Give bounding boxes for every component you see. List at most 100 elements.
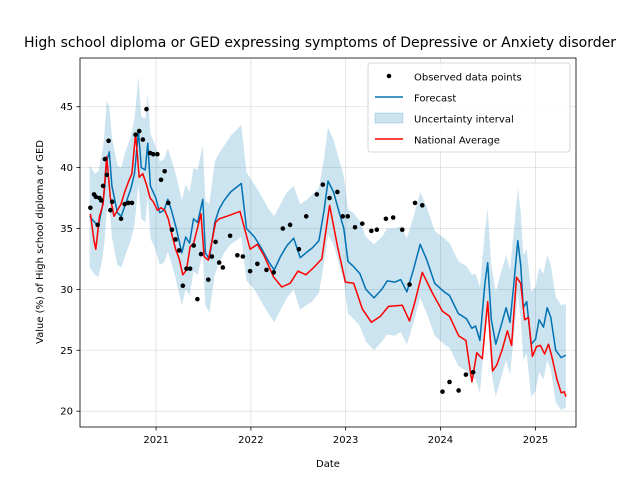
- observed-point: [456, 388, 461, 393]
- x-axis-label: Date: [316, 459, 340, 470]
- plot-frame: [79, 57, 577, 428]
- observed-point: [122, 201, 127, 207]
- observed-point: [144, 106, 149, 112]
- observed-point: [271, 270, 277, 275]
- observed-point: [374, 227, 380, 233]
- observed-point: [109, 199, 115, 205]
- observed-point: [327, 195, 332, 201]
- observed-point: [345, 214, 351, 219]
- legend-swatch-observed: [386, 73, 392, 79]
- x-tick-label: 2024: [428, 435, 453, 446]
- observed-point: [213, 239, 218, 245]
- observed-point: [187, 266, 193, 271]
- legend-entry-national-average: National Average: [414, 136, 500, 147]
- observed-point: [399, 227, 405, 233]
- observed-point: [93, 194, 99, 200]
- legend-entry-observed: Observed data points: [414, 73, 522, 84]
- observed-point: [240, 254, 246, 259]
- observed-point: [155, 151, 160, 157]
- observed-point: [180, 283, 186, 289]
- observed-point: [195, 296, 200, 302]
- y-tick-label: 25: [60, 346, 73, 357]
- observed-point: [247, 268, 253, 274]
- observed-point: [412, 200, 418, 206]
- series-lines: [89, 130, 567, 397]
- observed-points: [88, 106, 476, 394]
- chart-title: High school diploma or GED expressing sy…: [24, 35, 616, 51]
- y-tick-label: 20: [60, 407, 73, 418]
- y-tick-label: 30: [60, 285, 73, 296]
- y-tick-label: 40: [60, 163, 73, 174]
- observed-point: [126, 200, 131, 206]
- observed-point: [106, 138, 111, 144]
- observed-point: [340, 214, 346, 219]
- observed-point: [216, 260, 222, 265]
- x-tick-label: 2022: [238, 435, 263, 446]
- uncertainty-interval-area: [89, 76, 566, 411]
- observed-point: [407, 282, 412, 287]
- observed-point: [264, 267, 269, 273]
- observed-point: [102, 156, 108, 162]
- observed-point: [205, 277, 211, 282]
- legend-entry-uncertainty: Uncertainty interval: [414, 115, 514, 126]
- observed-point: [335, 189, 340, 195]
- observed-point: [88, 205, 93, 211]
- legend-entry-forecast: Forecast: [414, 94, 456, 105]
- observed-point: [176, 248, 182, 253]
- observed-point: [220, 265, 226, 270]
- observed-point: [287, 222, 293, 228]
- observed-point: [296, 246, 302, 252]
- observed-point: [235, 252, 240, 258]
- uncertainty-band: [89, 76, 566, 411]
- observed-point: [165, 200, 171, 206]
- observed-point: [140, 137, 146, 142]
- observed-point: [390, 215, 396, 220]
- observed-point: [108, 207, 113, 213]
- observed-point: [150, 151, 156, 157]
- observed-point: [104, 172, 110, 178]
- observed-point: [369, 228, 374, 234]
- observed-point: [320, 182, 326, 187]
- legend-box: [367, 62, 571, 153]
- observed-point: [118, 216, 124, 222]
- observed-point: [209, 254, 215, 259]
- observed-point: [136, 128, 142, 134]
- observed-point: [447, 379, 452, 385]
- observed-point: [173, 237, 178, 242]
- observed-point: [133, 132, 138, 138]
- y-axis-ticks: 20 25 30 35 40 45: [60, 102, 80, 418]
- observed-point: [463, 372, 469, 377]
- forecast-line: [89, 130, 567, 359]
- observed-point: [129, 200, 135, 206]
- observed-point: [470, 369, 476, 375]
- observed-point: [280, 226, 286, 231]
- observed-point: [383, 216, 389, 222]
- observed-point: [100, 183, 106, 189]
- observed-point: [169, 227, 175, 233]
- x-axis-ticks: 2021 2022 2023 2024 2025: [143, 427, 548, 446]
- y-axis-label: Value (%) of High school diploma or GED: [35, 140, 46, 344]
- observed-point: [440, 389, 445, 394]
- observed-point: [352, 224, 358, 230]
- observed-point: [314, 192, 320, 197]
- x-tick-label: 2023: [333, 435, 358, 446]
- observed-point: [98, 198, 104, 203]
- x-tick-label: 2021: [143, 435, 168, 446]
- observed-point: [95, 222, 100, 228]
- observed-point: [162, 168, 167, 174]
- observed-point: [419, 203, 425, 208]
- observed-point: [359, 221, 365, 226]
- observed-point: [227, 233, 233, 239]
- observed-point: [303, 214, 309, 219]
- observed-point: [255, 261, 260, 267]
- y-tick-label: 45: [60, 102, 73, 113]
- national-average-line: [89, 132, 567, 397]
- y-tick-label: 35: [60, 224, 73, 235]
- legend: Observed data points Forecast Uncertainty …: [367, 62, 571, 153]
- observed-point: [158, 177, 164, 183]
- observed-point: [198, 251, 204, 257]
- observed-point: [191, 243, 197, 248]
- legend-swatch-uncertainty: [374, 112, 404, 124]
- x-tick-label: 2025: [523, 435, 548, 446]
